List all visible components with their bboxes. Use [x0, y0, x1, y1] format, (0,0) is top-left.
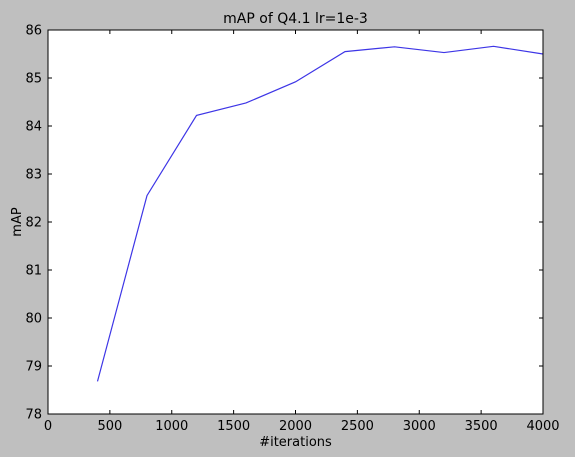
y-tick-label: 82 — [25, 216, 42, 231]
x-tick-label: 2500 — [341, 419, 374, 434]
y-tick-label: 79 — [25, 360, 42, 375]
x-tick-label: 1500 — [217, 419, 250, 434]
y-axis-label: mAP — [10, 207, 25, 237]
x-tick-label: 4000 — [526, 419, 559, 434]
x-tick-label: 3500 — [465, 419, 498, 434]
y-tick-label: 83 — [25, 168, 42, 183]
y-tick-label: 81 — [25, 264, 42, 279]
y-tick-label: 78 — [25, 408, 42, 423]
series-line-map — [96, 45, 544, 382]
y-tick-label: 80 — [25, 312, 42, 327]
x-tick-label: 0 — [44, 419, 52, 434]
x-tick-label: 500 — [97, 419, 122, 434]
y-tick-label: 86 — [25, 24, 42, 39]
x-tick-label: 2000 — [279, 419, 312, 434]
x-axis-label: #iterations — [259, 435, 332, 450]
chart-title: mAP of Q4.1 lr=1e-3 — [223, 11, 368, 27]
y-tick-label: 84 — [25, 120, 42, 135]
x-tick-label: 3000 — [403, 419, 436, 434]
x-axis-ticks: 0 500 1000 1500 2000 2500 3000 3500 4000 — [44, 30, 560, 434]
x-tick-label: 1000 — [155, 419, 188, 434]
plot-frame — [47, 29, 544, 415]
y-tick-label: 85 — [25, 72, 42, 87]
y-axis-ticks: 78 79 80 81 82 83 84 85 86 — [25, 24, 543, 423]
plot-area — [48, 30, 543, 414]
